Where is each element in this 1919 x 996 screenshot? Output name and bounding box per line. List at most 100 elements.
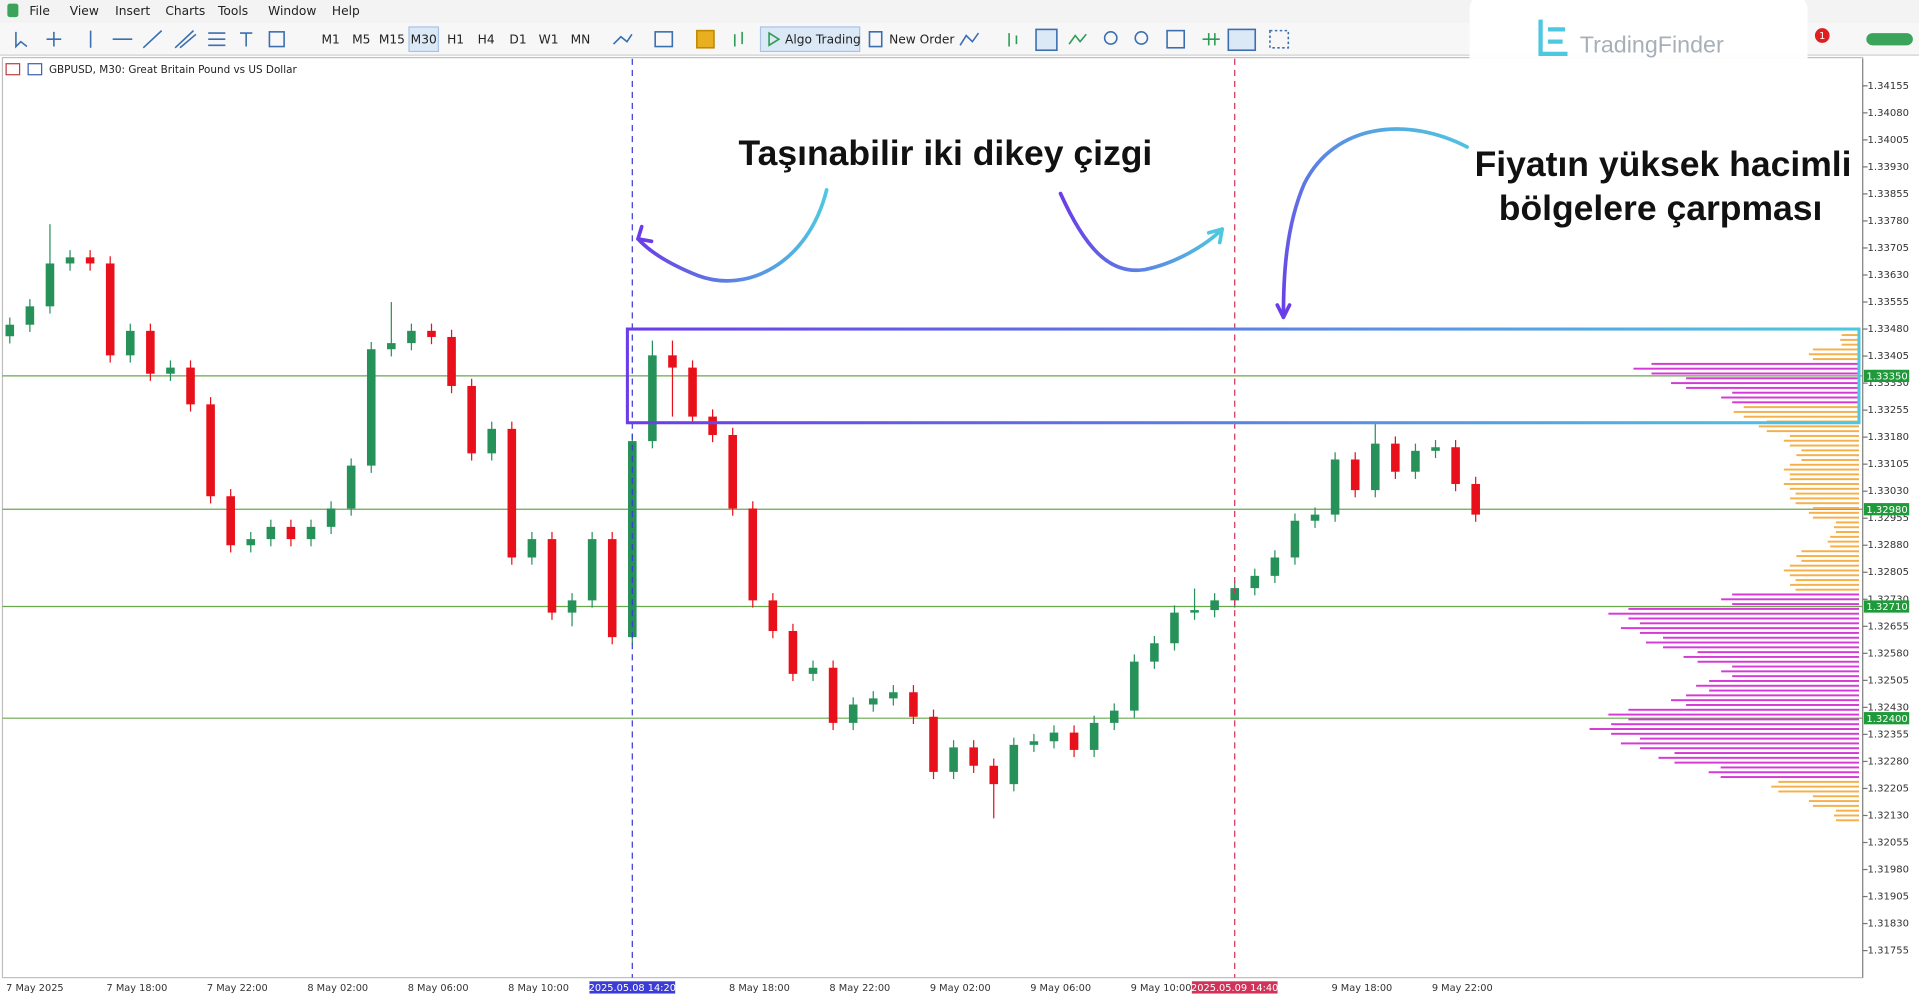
y-tick-label: 1.32205 bbox=[1868, 783, 1909, 794]
candle-body bbox=[1210, 600, 1219, 611]
candle-body bbox=[346, 465, 356, 509]
candle-body bbox=[1109, 710, 1119, 723]
candle-body bbox=[1150, 643, 1159, 662]
profile-bar bbox=[1801, 550, 1859, 553]
profile-bar bbox=[1651, 372, 1859, 375]
depth-icon bbox=[733, 31, 743, 47]
y-tick-label: 1.32280 bbox=[1868, 756, 1909, 767]
candle-body bbox=[1431, 447, 1440, 451]
timeframe[interactable]: M15 bbox=[379, 32, 405, 46]
x-tick-label: 9 May 02:00 bbox=[930, 983, 991, 994]
candle-body bbox=[1009, 744, 1019, 785]
profile-bar bbox=[1721, 598, 1859, 601]
toolbar-button[interactable]: Algo Trading bbox=[785, 32, 861, 46]
candle-body bbox=[1089, 722, 1099, 750]
arrow-head bbox=[1275, 303, 1292, 320]
profile-bar bbox=[1812, 358, 1859, 361]
menu-item[interactable]: Tools bbox=[217, 4, 248, 18]
profile-bar bbox=[1758, 425, 1859, 428]
y-tick-label: 1.32580 bbox=[1868, 648, 1909, 659]
screenshot-icon bbox=[1269, 29, 1290, 49]
profile-bar bbox=[1651, 362, 1859, 365]
trend-icon bbox=[142, 30, 163, 49]
line-icon bbox=[1068, 33, 1087, 45]
profile-bar bbox=[1732, 603, 1859, 606]
candle-body bbox=[1029, 741, 1039, 745]
x-tick-label: 9 May 18:00 bbox=[1331, 983, 1392, 994]
profile-bar bbox=[1611, 732, 1859, 735]
profile-bar bbox=[1783, 483, 1859, 485]
level-label: 1.32400 bbox=[1866, 714, 1907, 725]
toolbar-button[interactable]: New Order bbox=[889, 32, 955, 46]
candle-body bbox=[748, 508, 758, 601]
timeframe[interactable]: MN bbox=[571, 32, 591, 46]
candle-body bbox=[648, 355, 657, 442]
profile-bar bbox=[1720, 766, 1859, 769]
menu-item[interactable]: File bbox=[29, 4, 49, 18]
timeframe[interactable]: M30 bbox=[411, 32, 437, 46]
menu-item[interactable]: Charts bbox=[165, 4, 205, 18]
profile-bar bbox=[1743, 406, 1859, 409]
x-tick-label: 2025.05.08 14:20 bbox=[589, 983, 676, 994]
candle-body bbox=[768, 600, 778, 631]
candle-body bbox=[507, 428, 517, 558]
profile-bar bbox=[1812, 795, 1859, 798]
timeframe[interactable]: W1 bbox=[539, 32, 559, 46]
profile-bar bbox=[1801, 458, 1859, 461]
axes: 1.34155 1.34080 1.34005 1.33930 1.33855 1.337… bbox=[6, 58, 1910, 994]
profile-bar bbox=[1841, 343, 1859, 346]
menu-item[interactable]: Help bbox=[332, 4, 360, 18]
level-label-bg bbox=[1863, 503, 1910, 516]
profile-bar bbox=[1835, 531, 1859, 534]
menu-item[interactable]: Insert bbox=[115, 4, 150, 18]
level-label-bg bbox=[1863, 712, 1910, 725]
y-tick-label: 1.33555 bbox=[1868, 297, 1909, 308]
chart-header: GBPUSD, M30: Great Britain Pound vs US D… bbox=[49, 64, 297, 76]
y-tick-label: 1.32805 bbox=[1868, 567, 1909, 578]
candle-body bbox=[989, 765, 999, 785]
algo-button-bg[interactable] bbox=[759, 26, 861, 53]
profile-bar bbox=[1808, 800, 1859, 803]
x-tick-label: 7 May 22:00 bbox=[207, 983, 268, 994]
profile-bar bbox=[1686, 694, 1859, 697]
level-label: 1.33350 bbox=[1866, 371, 1907, 382]
menu-item[interactable]: View bbox=[70, 4, 99, 18]
profile-bar bbox=[1789, 473, 1859, 476]
candle-body bbox=[487, 428, 497, 454]
notification-badge[interactable] bbox=[1814, 28, 1830, 43]
profile-bar bbox=[1611, 723, 1859, 726]
toggle[interactable] bbox=[1866, 33, 1913, 46]
timeframe[interactable]: M5 bbox=[352, 32, 370, 46]
app-icon bbox=[7, 3, 19, 18]
volume-profile bbox=[1589, 334, 1859, 822]
menu-item[interactable]: Window bbox=[268, 4, 316, 18]
arrow bbox=[636, 188, 829, 283]
template-icon bbox=[654, 31, 674, 48]
profile-bar bbox=[1790, 497, 1859, 500]
profile-bar bbox=[1663, 646, 1859, 649]
candle-body bbox=[668, 355, 677, 368]
candle-body bbox=[567, 600, 577, 613]
candle-body bbox=[949, 747, 958, 772]
profile-bar bbox=[1686, 377, 1859, 380]
candle-body bbox=[607, 539, 617, 638]
timeframe-active[interactable] bbox=[408, 26, 440, 53]
timeframe[interactable]: M1 bbox=[321, 32, 339, 46]
timeframe[interactable]: D1 bbox=[509, 32, 526, 46]
candle-body bbox=[1330, 459, 1340, 515]
profile-bar bbox=[1812, 804, 1859, 807]
level-label: 1.32980 bbox=[1866, 505, 1907, 516]
timeframe[interactable]: H1 bbox=[447, 32, 464, 46]
profile-bar bbox=[1783, 439, 1859, 442]
timeframe[interactable]: H4 bbox=[478, 32, 495, 46]
y-tick-label: 1.33405 bbox=[1868, 351, 1909, 362]
candle-body bbox=[848, 704, 858, 723]
overlay: Taşınabilir iki dikey çizgi Fiyatın yükse… bbox=[625, 58, 1861, 978]
annotation: Fiyatın yüksek hacimli bbox=[1475, 144, 1852, 184]
profile-bar bbox=[1628, 607, 1859, 610]
arrow-head bbox=[1206, 227, 1225, 245]
profile-bar bbox=[1620, 627, 1859, 630]
profile-bar bbox=[1732, 675, 1859, 678]
x-tick-label: 9 May 10:00 bbox=[1131, 983, 1192, 994]
